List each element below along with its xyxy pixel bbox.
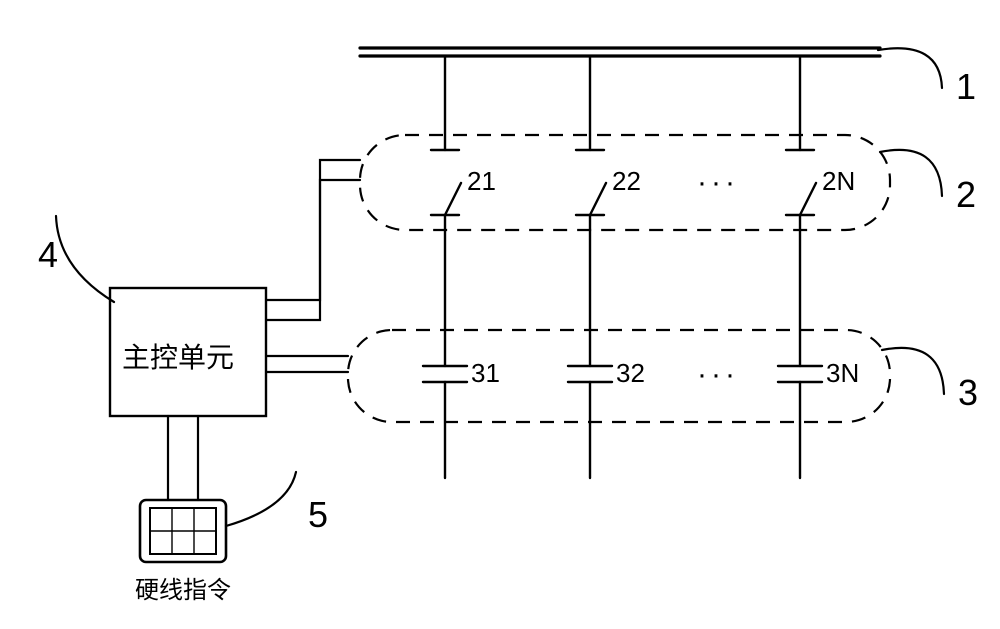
ellipsis-switches: ··· (697, 166, 739, 200)
capacitor-label-31: 31 (471, 358, 500, 389)
switch-label-22: 22 (612, 166, 641, 197)
schematic-canvas (0, 0, 1000, 629)
callout-label-2: 2 (956, 174, 976, 216)
callout-label-1: 1 (956, 66, 976, 108)
callout-label-3: 3 (958, 372, 978, 414)
callout-label-4: 4 (38, 234, 58, 276)
callout-label-5: 5 (308, 494, 328, 536)
ellipsis-caps: ··· (697, 358, 739, 392)
capacitor-label-32: 32 (616, 358, 645, 389)
capacitor-label-3n: 3N (826, 358, 859, 389)
device-label: 硬线指令 (134, 570, 232, 605)
switch-label-2n: 2N (822, 166, 855, 197)
switch-label-21: 21 (467, 166, 496, 197)
controller-label: 主控单元 (122, 336, 234, 376)
